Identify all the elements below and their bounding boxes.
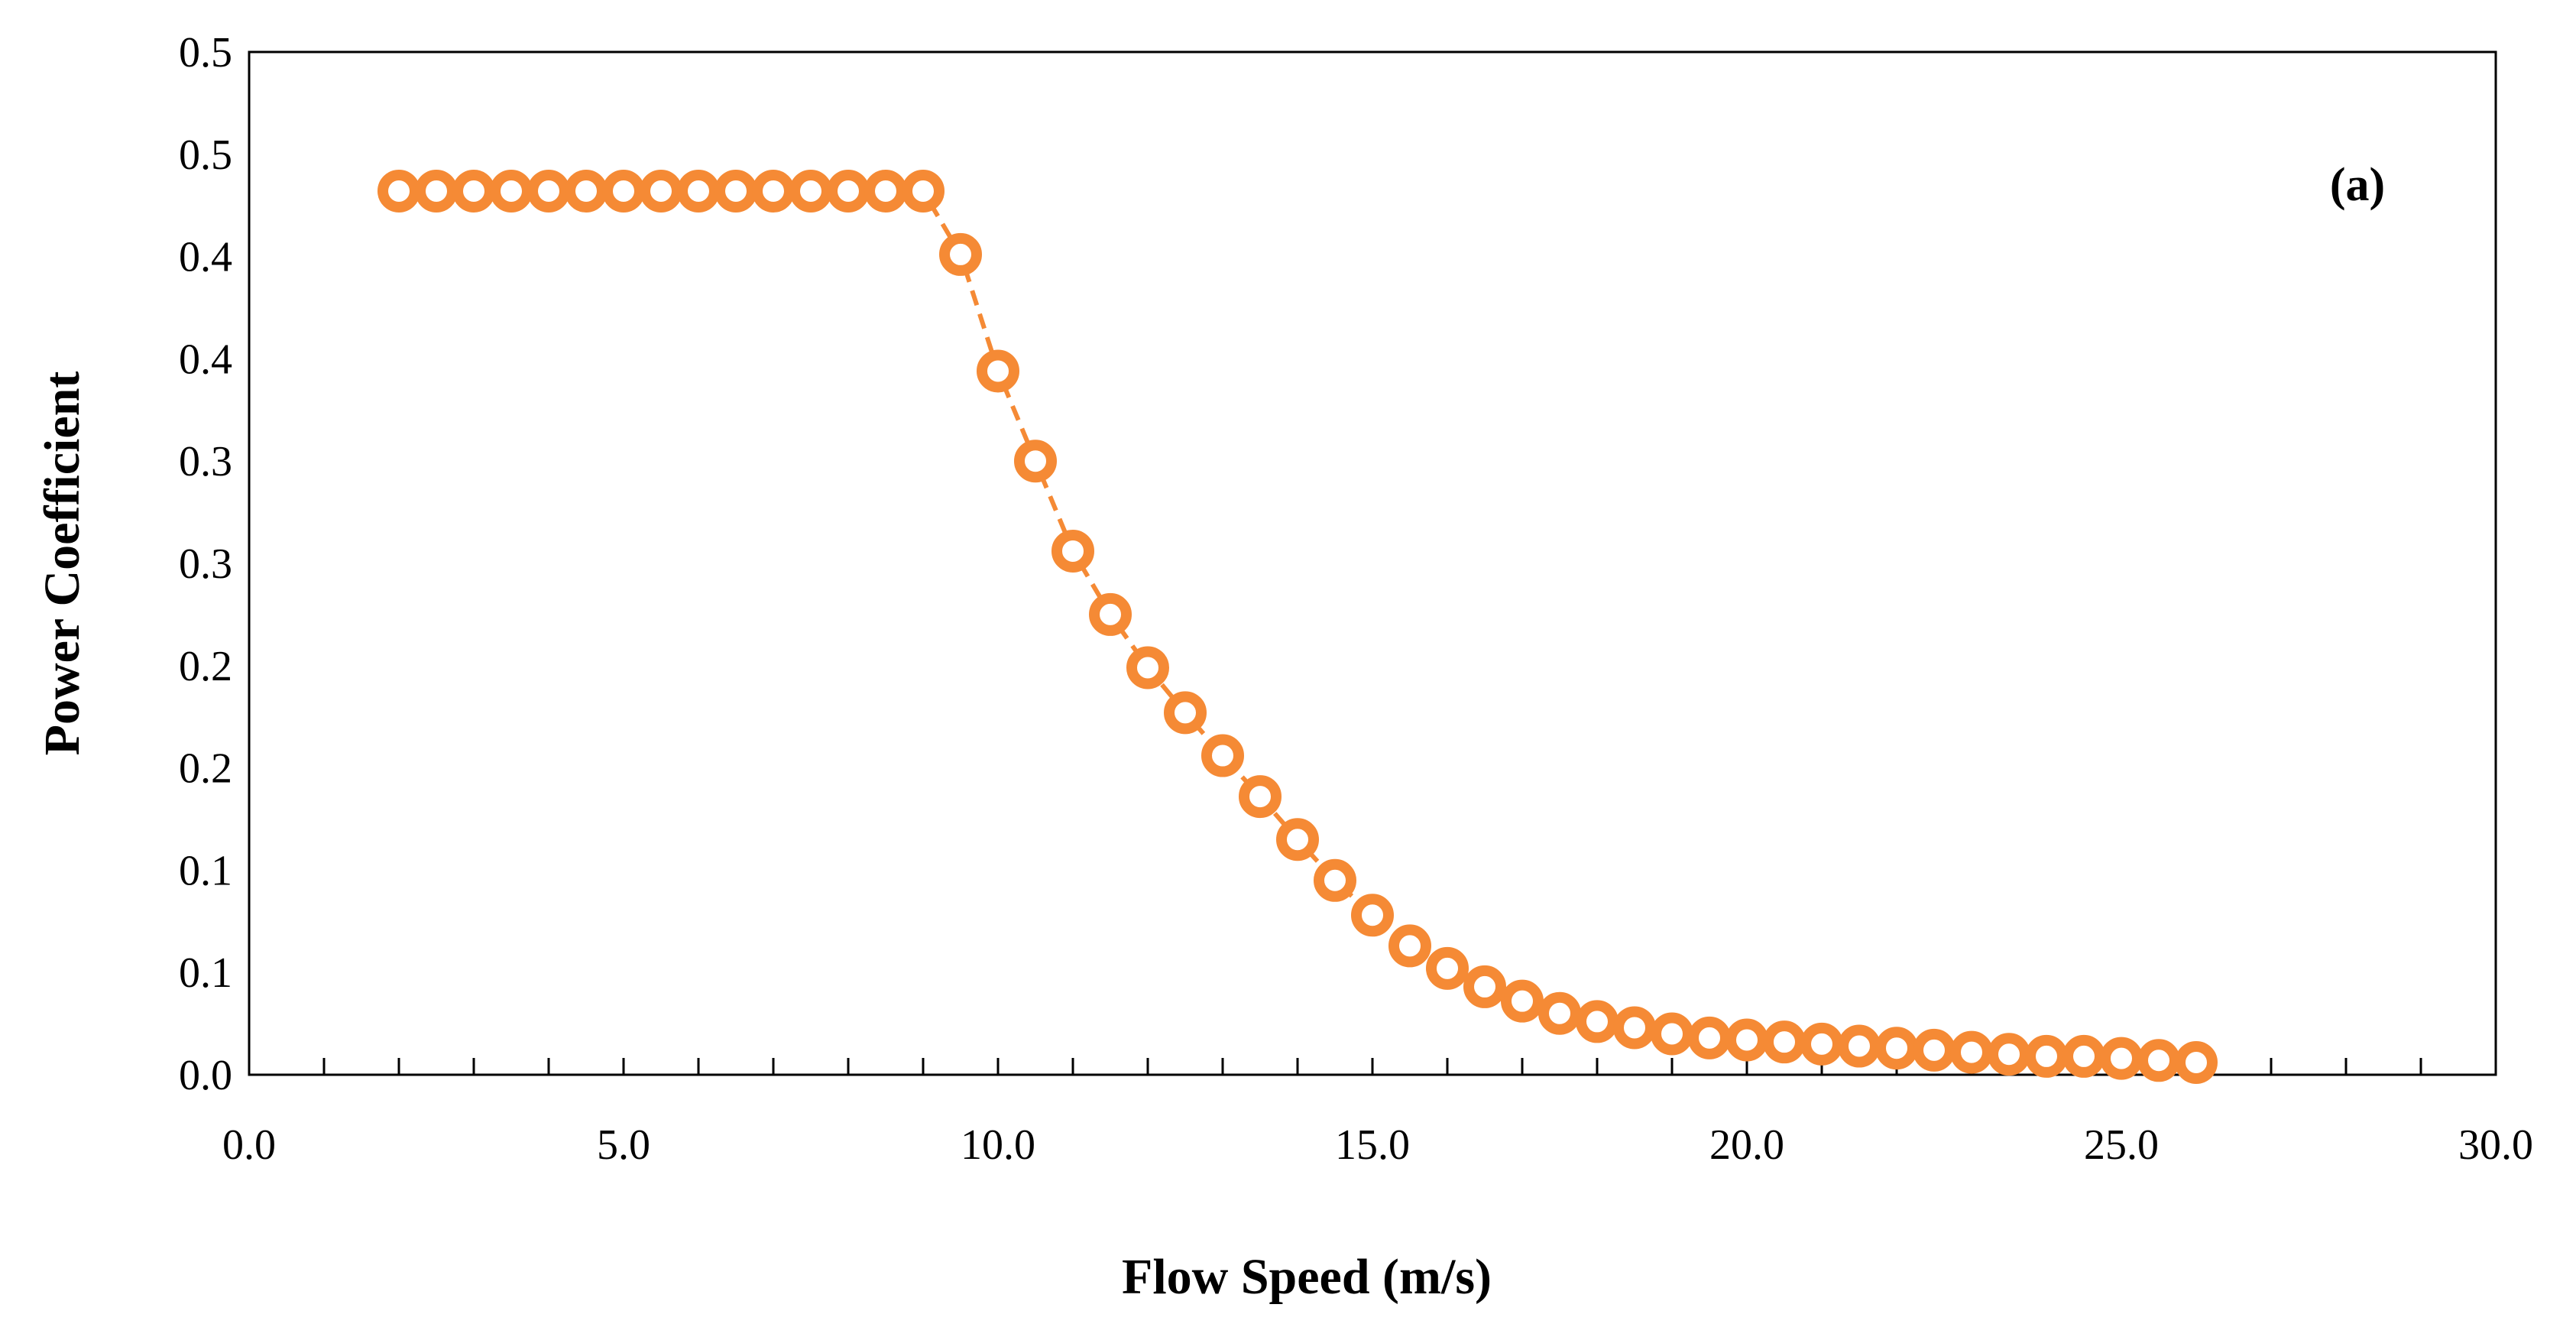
data-point: [1463, 965, 1506, 1008]
data-point: [752, 169, 795, 213]
y-tick-label: 0.1: [179, 949, 232, 997]
data-point: [1014, 440, 1057, 483]
data-point: [1800, 1022, 1843, 1066]
data-point: [565, 169, 608, 213]
data-point: [1875, 1027, 1918, 1070]
data-point: [1688, 1016, 1731, 1059]
data-point: [1388, 924, 1431, 968]
data-point: [602, 169, 645, 213]
x-tick-label: 15.0: [1335, 1121, 1410, 1169]
data-point: [1276, 818, 1319, 861]
data-point: [2100, 1037, 2143, 1080]
data-point: [1613, 1006, 1656, 1050]
data-point: [415, 169, 458, 213]
data-point: [1838, 1024, 1881, 1068]
data-point: [1089, 592, 1132, 636]
data-point: [490, 169, 533, 213]
series-line: [399, 188, 2197, 1065]
data-point: [864, 169, 907, 213]
data-point: [902, 169, 945, 213]
data-point: [452, 169, 495, 213]
data-point: [1239, 775, 1282, 819]
x-tick-label: 10.0: [961, 1121, 1035, 1169]
x-tick-label: 0.0: [222, 1121, 276, 1169]
data-point: [827, 169, 870, 213]
x-tick-label: 30.0: [2458, 1121, 2533, 1169]
y-tick-label: 0.3: [179, 438, 232, 485]
data-point: [1126, 646, 1169, 689]
data-point: [1201, 734, 1244, 777]
data-point: [1351, 894, 1394, 937]
data-point: [2062, 1034, 2105, 1078]
series-layer: [377, 169, 2218, 1084]
y-tick-label: 0.5: [179, 29, 232, 76]
data-point: [377, 169, 420, 213]
data-point: [789, 169, 832, 213]
y-tick-label: 0.3: [179, 540, 232, 588]
data-point: [1725, 1018, 1768, 1062]
data-point: [1051, 529, 1094, 573]
x-tick-label: 25.0: [2084, 1121, 2159, 1169]
x-tick-label: 20.0: [1709, 1121, 1784, 1169]
y-tick-label: 0.1: [179, 847, 232, 894]
data-point: [677, 169, 720, 213]
data-point: [2025, 1034, 2068, 1078]
y-tick-label: 0.5: [179, 131, 232, 179]
data-point: [1501, 979, 1544, 1023]
data-point: [1988, 1033, 2030, 1076]
y-tick-label: 0.2: [179, 745, 232, 793]
data-point: [1763, 1020, 1806, 1064]
x-axis-title: Flow Speed (m/s): [1122, 1249, 1492, 1305]
data-point: [2137, 1039, 2180, 1082]
data-point: [2175, 1040, 2218, 1084]
y-tick-label: 0.4: [179, 336, 232, 383]
data-point: [1913, 1028, 1955, 1072]
data-point: [1426, 946, 1469, 990]
data-point: [1314, 858, 1356, 902]
panel-label: (a): [2330, 159, 2385, 211]
data-point: [640, 169, 682, 213]
y-tick-label: 0.4: [179, 234, 232, 281]
data-point: [1651, 1012, 1693, 1056]
y-tick-label: 0.2: [179, 643, 232, 690]
y-tick-label: 0.0: [179, 1052, 232, 1099]
data-point: [1576, 1000, 1619, 1043]
y-axis-ticks: 0.0 0.1 0.1 0.2 0.2 0.3 0.3 0.4 0.4 0.5 0.5: [179, 29, 232, 1099]
x-tick-label: 5.0: [597, 1121, 650, 1169]
data-point: [714, 169, 757, 213]
data-point: [1538, 991, 1581, 1035]
data-point: [939, 232, 982, 276]
y-axis-title: Power Coefficient: [34, 372, 90, 756]
data-point: [1164, 691, 1207, 735]
data-point: [1950, 1030, 1993, 1074]
data-point: [977, 349, 1019, 393]
data-point: [527, 169, 570, 213]
